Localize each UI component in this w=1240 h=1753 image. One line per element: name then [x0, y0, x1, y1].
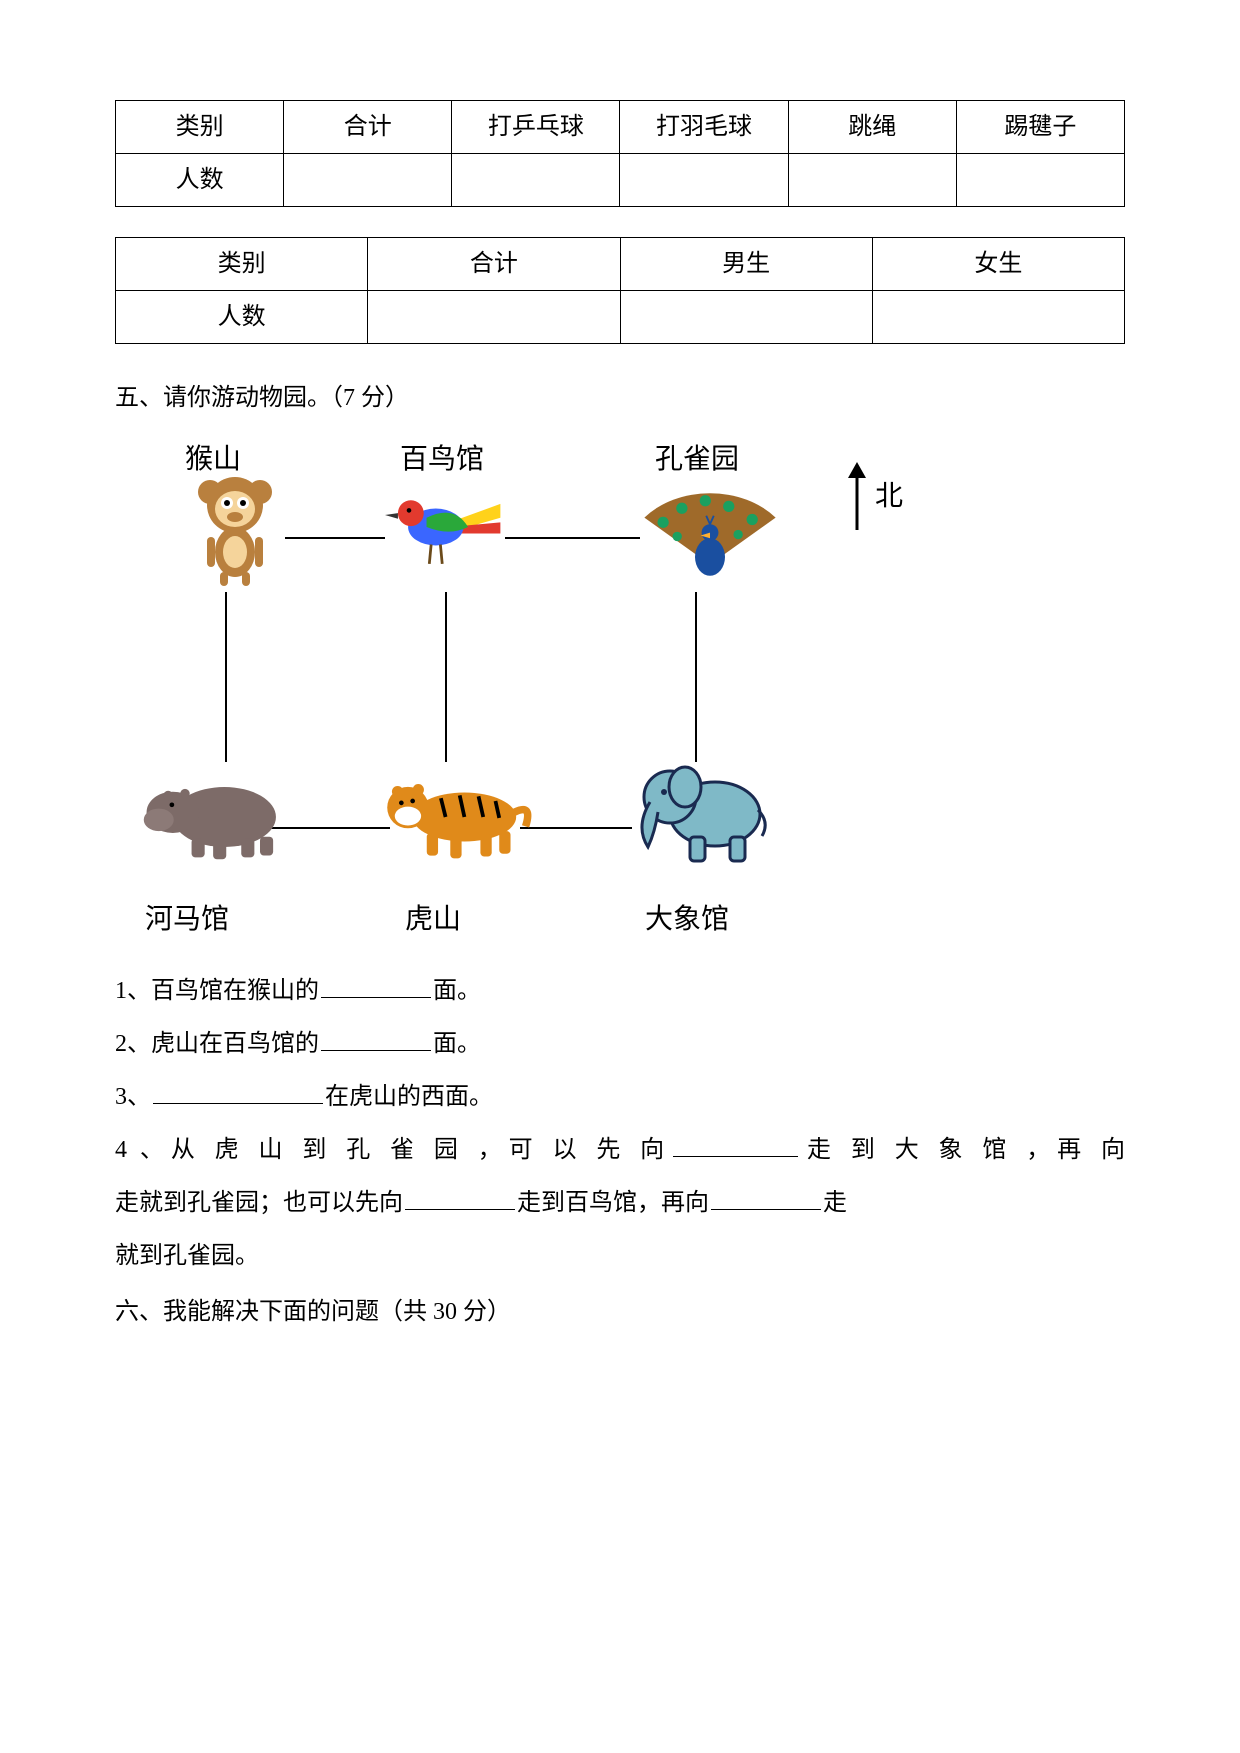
cell-header: 类别 — [116, 101, 284, 154]
tiger-icon — [375, 762, 535, 872]
section-6-title: 六、我能解决下面的问题（共 30 分） — [115, 1288, 1125, 1336]
table-row: 人数 — [116, 291, 1125, 344]
peacock-icon — [635, 472, 785, 582]
q4-text-c: 走就到孔雀园；也可以先向 — [115, 1190, 403, 1216]
bird-icon — [385, 472, 505, 582]
cell-header: 合计 — [368, 238, 620, 291]
blank-q4-2[interactable] — [405, 1183, 515, 1210]
blank-q4-1[interactable] — [673, 1130, 798, 1157]
cell-value[interactable] — [620, 154, 788, 207]
q4-text-e: 走 — [823, 1190, 847, 1216]
compass-label: 北 — [875, 469, 903, 525]
cell-value[interactable] — [788, 154, 956, 207]
cell-value[interactable] — [284, 154, 452, 207]
section-5-title: 五、请你游动物园。（7 分） — [115, 374, 1125, 422]
question-4-line3: 就到孔雀园。 — [115, 1232, 1125, 1280]
q4-text-a: 4 、从 虎 山 到 孔 雀 园 ，可 以 先 向 — [115, 1137, 671, 1163]
blank-q3[interactable] — [153, 1077, 323, 1104]
label-elephant: 大象馆 — [645, 892, 729, 948]
question-2: 2、虎山在百鸟馆的 面。 — [115, 1020, 1125, 1068]
q2-text-b: 面。 — [433, 1031, 481, 1057]
cell-value[interactable] — [452, 154, 620, 207]
q3-text-b: 在虎山的西面。 — [325, 1084, 493, 1110]
cell-header: 男生 — [620, 238, 872, 291]
cell-value[interactable] — [620, 291, 872, 344]
q4-text-b: 走 到 大 象 馆 ，再 向 — [800, 1137, 1125, 1163]
table-row: 类别 合计 打乒乓球 打羽毛球 跳绳 踢毽子 — [116, 101, 1125, 154]
edge-birds-peacock — [505, 537, 640, 539]
cell-value[interactable] — [956, 154, 1124, 207]
cell-header: 踢毽子 — [956, 101, 1124, 154]
table-gender: 类别 合计 男生 女生 人数 — [115, 237, 1125, 344]
table-row: 类别 合计 男生 女生 — [116, 238, 1125, 291]
blank-q1[interactable] — [321, 971, 431, 998]
q2-text-a: 2、虎山在百鸟馆的 — [115, 1031, 319, 1057]
table-row: 人数 — [116, 154, 1125, 207]
question-4-line2: 走就到孔雀园；也可以先向 走到百鸟馆，再向 走 — [115, 1179, 1125, 1227]
edge-birds-tiger — [445, 592, 447, 762]
cell-value[interactable] — [872, 291, 1124, 344]
arrow-up-icon — [845, 462, 869, 532]
worksheet-page: 类别 合计 打乒乓球 打羽毛球 跳绳 踢毽子 人数 类别 合计 男生 女生 人数 — [0, 0, 1240, 1336]
hippo-icon — [140, 762, 290, 872]
zoo-map: 北 猴山 百鸟馆 孔雀园 — [125, 432, 1025, 962]
question-1: 1、百鸟馆在猴山的 面。 — [115, 967, 1125, 1015]
q1-text-b: 面。 — [433, 978, 481, 1004]
blank-q4-3[interactable] — [711, 1183, 821, 1210]
q4-text-f: 就到孔雀园。 — [115, 1243, 259, 1269]
cell-row-label: 人数 — [116, 291, 368, 344]
question-3: 3、 在虎山的西面。 — [115, 1073, 1125, 1121]
elephant-icon — [630, 757, 780, 867]
edge-monkey-hippo — [225, 592, 227, 762]
cell-row-label: 人数 — [116, 154, 284, 207]
table-activities: 类别 合计 打乒乓球 打羽毛球 跳绳 踢毽子 人数 — [115, 100, 1125, 207]
cell-header: 合计 — [284, 101, 452, 154]
edge-monkey-birds — [285, 537, 385, 539]
cell-header: 女生 — [872, 238, 1124, 291]
label-tiger: 虎山 — [405, 892, 461, 948]
cell-header: 类别 — [116, 238, 368, 291]
q1-text-a: 1、百鸟馆在猴山的 — [115, 978, 319, 1004]
cell-header: 打羽毛球 — [620, 101, 788, 154]
blank-q2[interactable] — [321, 1024, 431, 1051]
q3-text-a: 3、 — [115, 1084, 151, 1110]
q4-text-d: 走到百鸟馆，再向 — [517, 1190, 709, 1216]
label-hippo: 河马馆 — [145, 892, 229, 948]
compass-north: 北 — [845, 462, 903, 532]
edge-peacock-elephant — [695, 592, 697, 762]
edge-tiger-elephant — [520, 827, 632, 829]
cell-value[interactable] — [368, 291, 620, 344]
question-4-line1: 4 、从 虎 山 到 孔 雀 园 ，可 以 先 向 走 到 大 象 馆 ，再 向 — [115, 1126, 1125, 1174]
cell-header: 跳绳 — [788, 101, 956, 154]
monkey-icon — [175, 472, 295, 582]
cell-header: 打乒乓球 — [452, 101, 620, 154]
